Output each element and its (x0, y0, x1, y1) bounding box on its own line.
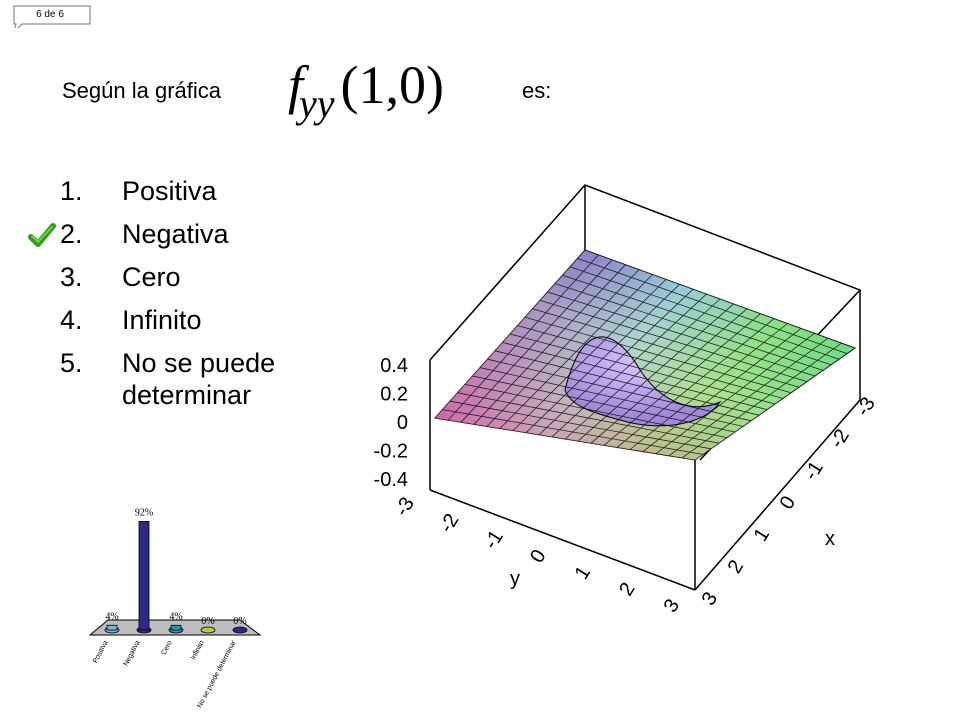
x-tick-label: 1 (750, 524, 775, 545)
slide-counter: 6 de 6 (8, 4, 92, 28)
z-tick-label: 0.2 (380, 384, 408, 406)
answer-options: 1. Positiva 2. Negativa 3. Cero 4. Infinito … (60, 170, 322, 411)
option-label: Infinito (122, 305, 202, 335)
y-tick-label: -3 (391, 493, 419, 520)
option-number: 5. (60, 348, 83, 378)
category-label: Cero (160, 640, 173, 657)
x-axis-label: x (825, 528, 835, 550)
option-number: 3. (60, 262, 83, 292)
x-tick-label: -1 (800, 457, 828, 484)
y-tick-label: 3 (660, 595, 685, 616)
option-item[interactable]: 5. No se puede determinar (60, 342, 322, 411)
x-tick-label: 2 (724, 556, 749, 577)
x-tick-label: -3 (852, 393, 880, 420)
category-label: Positiva (92, 640, 110, 665)
bar-value-label: 4% (169, 611, 182, 622)
bar-value-label: 0% (201, 616, 214, 627)
bar-value-label: 4% (105, 611, 118, 622)
option-label: Negativa (122, 219, 229, 249)
z-tick-label: 0.4 (380, 355, 408, 377)
option-item[interactable]: 2. Negativa (60, 213, 322, 256)
question-formula: fyy (1,0) (288, 55, 444, 124)
bar-value-label: 0% (233, 616, 246, 627)
x-tick-label: 3 (698, 588, 723, 609)
option-number: 1. (60, 176, 83, 206)
option-item[interactable]: 4. Infinito (60, 299, 322, 342)
slide-counter-frame (13, 5, 91, 28)
bar-base (200, 626, 216, 634)
bar (106, 624, 118, 631)
bar (170, 624, 182, 631)
option-item[interactable]: 3. Cero (60, 256, 322, 299)
category-label: No se puede determinar (196, 639, 238, 709)
category-label: Infinito (190, 640, 206, 662)
correct-check-icon (28, 223, 56, 247)
bar-base (232, 626, 248, 634)
formula-function: f (288, 55, 304, 115)
z-tick-label: -0.4 (374, 469, 408, 491)
z-tick-label: 0 (397, 412, 408, 434)
option-item[interactable]: 1. Positiva (60, 170, 322, 213)
y-tick-label: 0 (526, 546, 551, 567)
x-tick-label: -2 (826, 425, 854, 452)
y-tick-label: 2 (615, 579, 640, 600)
bar-value-label: 92% (135, 507, 153, 518)
y-tick-label: 1 (571, 562, 596, 583)
option-number: 2. (60, 219, 83, 249)
bar (138, 521, 150, 631)
question-prefix: Según la gráfica (62, 78, 221, 103)
y-axis-label: y (510, 568, 520, 590)
y-tick-label: -2 (435, 510, 463, 537)
slide-counter-text: 6 de 6 (36, 9, 64, 20)
option-number: 4. (60, 305, 83, 335)
x-tick-label: 0 (776, 492, 801, 513)
formula-subscript: yy (299, 81, 335, 126)
option-label: Positiva (122, 176, 217, 206)
option-label: No se puede determinar (122, 348, 276, 410)
category-label: Negativa (123, 640, 142, 668)
surface (434, 249, 857, 461)
question-suffix: es: (522, 78, 552, 103)
y-tick-label: -1 (480, 526, 508, 553)
z-tick-label: -0.2 (374, 441, 408, 463)
option-label: Cero (122, 262, 181, 292)
results-chart: 4% Positiva 92% Negativa 4% Cero 0% Infinito 0% N… (88, 507, 262, 709)
formula-args: (1,0) (340, 55, 444, 115)
